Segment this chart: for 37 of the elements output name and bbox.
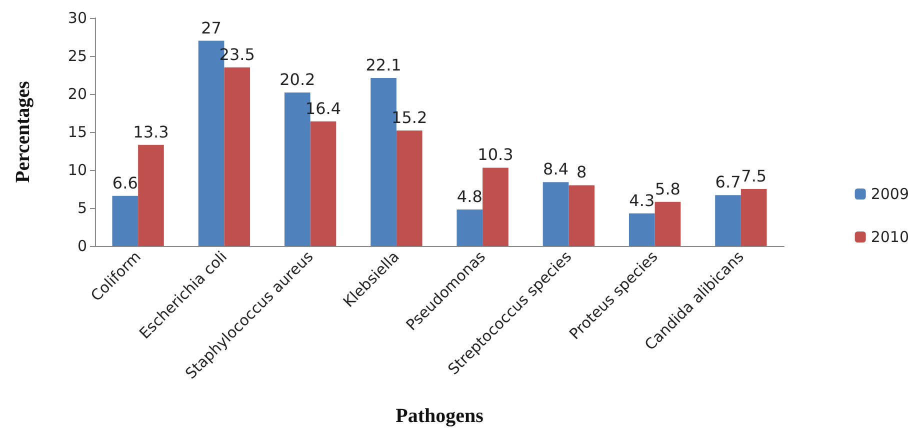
data-label: 8.4 — [543, 160, 568, 179]
legend-label: 2009 — [870, 185, 910, 203]
y-tick-label: 15 — [68, 123, 87, 141]
bar — [628, 213, 655, 246]
bar — [456, 210, 483, 246]
data-label: 6.6 — [112, 173, 138, 192]
bar — [715, 195, 741, 246]
data-label: 10.3 — [478, 145, 514, 164]
bar — [542, 182, 569, 246]
bar — [310, 121, 336, 246]
bar — [654, 202, 681, 246]
y-axis-title: Percentages — [12, 80, 34, 183]
bar — [224, 67, 250, 246]
y-tick-label: 25 — [68, 47, 87, 65]
data-label: 27 — [201, 18, 222, 38]
y-tick-label: 5 — [77, 199, 87, 217]
bar — [740, 189, 767, 246]
data-label: 4.8 — [456, 187, 482, 206]
bar — [138, 144, 164, 246]
data-label: 4.3 — [629, 190, 655, 210]
bar — [568, 185, 595, 246]
data-label: 8 — [576, 162, 587, 182]
bar — [112, 196, 138, 246]
y-tick-label: 20 — [68, 85, 87, 103]
x-axis-title: Pathogens — [396, 405, 484, 427]
data-label: 5.8 — [655, 179, 680, 198]
bar — [396, 130, 422, 246]
data-label: 20.2 — [280, 70, 316, 89]
data-label: 13.3 — [133, 122, 169, 142]
y-tick-label: 30 — [68, 9, 87, 27]
data-label: 6.7 — [715, 172, 741, 192]
y-tick-label: 0 — [77, 237, 87, 255]
y-tick-label: 10 — [68, 161, 87, 179]
data-label: 7.5 — [741, 166, 767, 186]
legend-label: 2010 — [870, 228, 910, 246]
data-label: 22.1 — [366, 56, 402, 75]
bar — [482, 168, 508, 246]
